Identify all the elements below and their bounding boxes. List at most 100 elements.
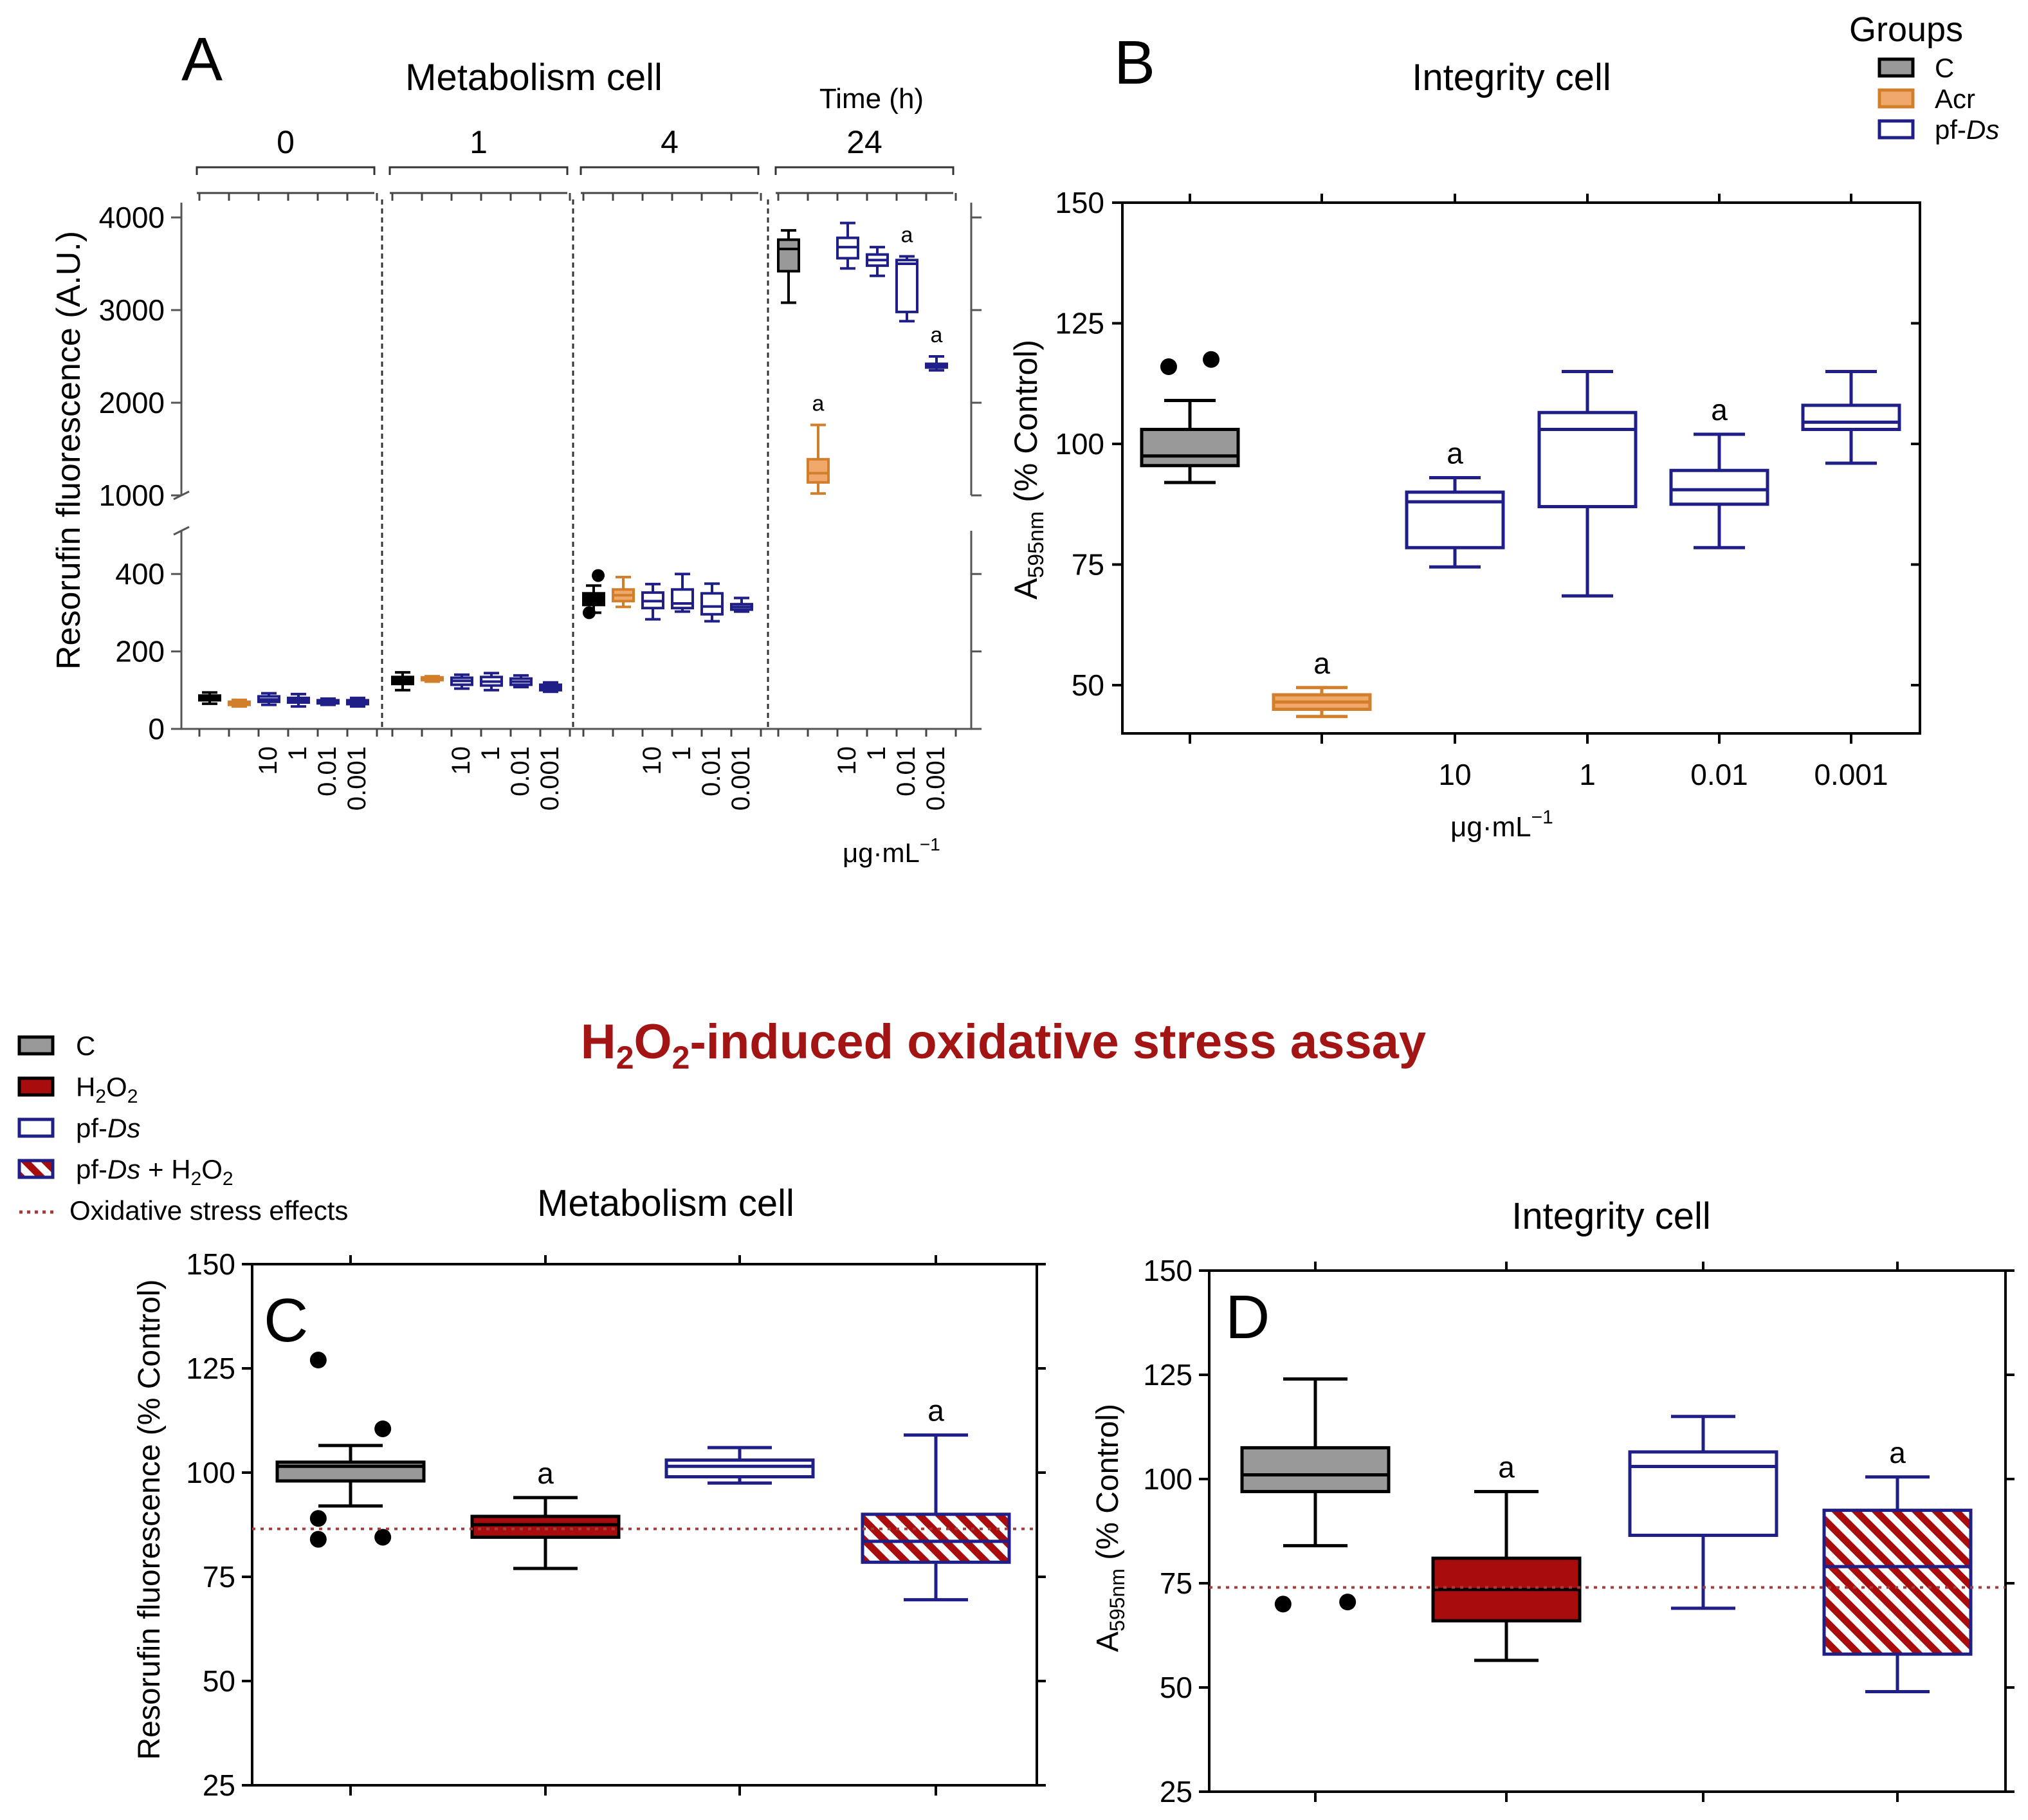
panel-a-4h-C-box [582, 569, 605, 620]
panel-d-H2O2-sig-label: a [1498, 1450, 1515, 1484]
panel-a-1h-0.01-box [509, 674, 533, 688]
panel-d-title: Integrity cell [1512, 1195, 1710, 1237]
panel-b-title: Integrity cell [1412, 57, 1611, 98]
legend-top: Groups C Acr pf-Ds [1849, 10, 1999, 145]
panel-c-pf-Ds-H2O2-box: a [861, 1394, 1011, 1602]
panel-a-time-label: 4 [661, 124, 679, 160]
panel-a-y-tick-label: 2000 [99, 386, 165, 419]
panel-a-1h-C-box [391, 671, 414, 692]
panel-c-H2O2-iqr [470, 1514, 621, 1539]
panel-a-1h-Acr-box [421, 675, 444, 683]
panel-c-title: Metabolism cell [537, 1182, 794, 1224]
panel-d-C-outlier [1339, 1594, 1357, 1611]
legend-bottom-swatch-hatched [17, 1159, 55, 1179]
panel-d-y-label-a: A [1091, 1632, 1125, 1652]
panel-d-y-label-tail: (% Control) [1091, 1404, 1125, 1568]
panel-a-time-axis-title: Time (h) [819, 83, 924, 115]
panel-a-1h-0.001-box [539, 681, 562, 694]
panel-b-x-tick-label: 0.01 [1690, 758, 1748, 791]
panel-b-1-box [1537, 370, 1638, 598]
legend-top-label-pfds-main: pf- [1935, 115, 1966, 145]
panel-a-y-tick-label: 3000 [99, 293, 165, 327]
legend-top-label-pfds-italic: Ds [1966, 115, 1999, 145]
panel-d-frame [1208, 1269, 2007, 1793]
panel-a-0h-0.001-box [346, 696, 369, 708]
legend-bottom-hatched-main: pf- [76, 1154, 107, 1184]
panel-c-y-tick-label: 150 [186, 1247, 235, 1281]
legend-top-label-acr: Acr [1935, 84, 1975, 114]
panel-b-y-tick-label: 75 [1072, 548, 1104, 582]
panel-b-y-tick-label: 125 [1055, 307, 1104, 340]
panel-b: B Integrity cell A595nm (% Control) μg·m… [1008, 28, 1921, 843]
panel-d-y-tick-label: 75 [1160, 1567, 1192, 1600]
panel-c-frame [251, 1263, 1038, 1787]
panel-a-concentration-label: 1 [284, 746, 312, 760]
legend-top-swatch-pfds [1877, 119, 1915, 140]
panel-a-letter: A [181, 25, 223, 94]
panel-a-4h-0.01-box [700, 582, 724, 623]
panel-d-pf-Ds-H2O2-iqr [1822, 1509, 1973, 1656]
section-title-sub2: 2 [672, 1040, 690, 1076]
panel-a-24h-Acr-box: a [807, 392, 830, 495]
panel-a-concentration-label: 0.001 [922, 746, 950, 811]
panel-a-x-unit-exp: −1 [920, 834, 940, 854]
panel-a-24h-Acr-sig-label: a [812, 392, 825, 416]
panel-b-1-iqr [1537, 410, 1638, 508]
panel-a-24h-1-box [866, 246, 889, 277]
panel-b-0.01-sig-label: a [1711, 393, 1728, 427]
legend-bottom-pfds-italic: Ds [107, 1113, 140, 1143]
legend-bottom-label-line: Oxidative stress effects [69, 1195, 348, 1226]
legend-bottom-h2o2-sub1: 2 [95, 1086, 106, 1107]
panel-b-y-tick-label: 50 [1072, 668, 1104, 702]
legend-top-swatch-acr [1877, 88, 1915, 109]
panel-a-24h-C-iqr [777, 238, 800, 273]
panel-d-pf-Ds-H2O2-sig-label: a [1889, 1436, 1906, 1469]
panel-c-pf-Ds-iqr [664, 1458, 815, 1478]
panel-d-y-label-sub: 595nm [1106, 1568, 1129, 1632]
legend-top-title: Groups [1849, 10, 1963, 49]
panel-d-letter: D [1225, 1283, 1270, 1352]
panel-a-time-label: 0 [277, 124, 295, 160]
panel-b-0.001-iqr [1801, 403, 1901, 431]
panel-c-C-outlier [374, 1420, 392, 1437]
panel-c-C-outlier [309, 1510, 327, 1527]
panel-c-y-tick-label: 125 [186, 1352, 235, 1385]
legend-bottom-hatched-sub2: 2 [223, 1168, 233, 1190]
panel-a-24h-10-box [836, 221, 859, 270]
panel-b-y-label-a: A [1008, 578, 1044, 600]
panel-a-time-label: 1 [470, 124, 488, 160]
panel-d-C-box [1240, 1377, 1391, 1613]
legend-top-swatch-c [1877, 57, 1915, 78]
panel-a-4h-0.01-iqr [700, 592, 724, 616]
panel-a-concentration-label: 10 [254, 746, 282, 775]
panel-c-pf-Ds-box [664, 1446, 815, 1485]
panel-c-C-outlier [374, 1529, 392, 1546]
section-title-o: O [634, 1015, 672, 1069]
panel-a-24h-0.001-box: a [925, 323, 948, 372]
panel-c-H2O2-box: a [470, 1457, 621, 1570]
section-title-h: H [581, 1015, 616, 1069]
panel-c-y-label: Resorufin fluorescence (% Control) [132, 1280, 167, 1760]
panel-b-C-outlier [1160, 358, 1177, 375]
panel-b-plot: 50 75 100 125 150 10 1 0.01 0.001 a a a [1055, 186, 1921, 791]
panel-a-concentration-label: 0.001 [343, 746, 371, 811]
panel-d-y-tick-label: 50 [1160, 1671, 1192, 1704]
panel-a-1h-1-box [480, 672, 503, 692]
panel-b-C-box [1140, 351, 1240, 484]
legend-bottom-swatch-c [17, 1035, 55, 1056]
panel-c-pf-Ds-H2O2-iqr [861, 1512, 1011, 1564]
panel-d: Integrity cell D A595nm (% Control) 25 50… [1091, 1195, 2014, 1808]
panel-c-C-box [275, 1352, 426, 1548]
panel-d-pf-Ds-H2O2-box: a [1822, 1436, 1973, 1693]
panel-a-y-tick-label: 1000 [99, 479, 165, 512]
panel-d-y-tick-label: 125 [1143, 1358, 1192, 1392]
panel-a-concentration-label: 0.01 [313, 746, 342, 796]
panel-a-4h-Acr-box [612, 576, 635, 609]
panel-b-y-label: A595nm (% Control) [1008, 340, 1048, 600]
panel-b-x-tick-label: 1 [1579, 758, 1596, 791]
panel-b-y-tick-label: 150 [1055, 186, 1104, 219]
panel-a-4h-0.001-box [730, 596, 753, 613]
section-title-sub1: 2 [616, 1040, 634, 1076]
panel-b-C-outlier [1203, 351, 1220, 368]
